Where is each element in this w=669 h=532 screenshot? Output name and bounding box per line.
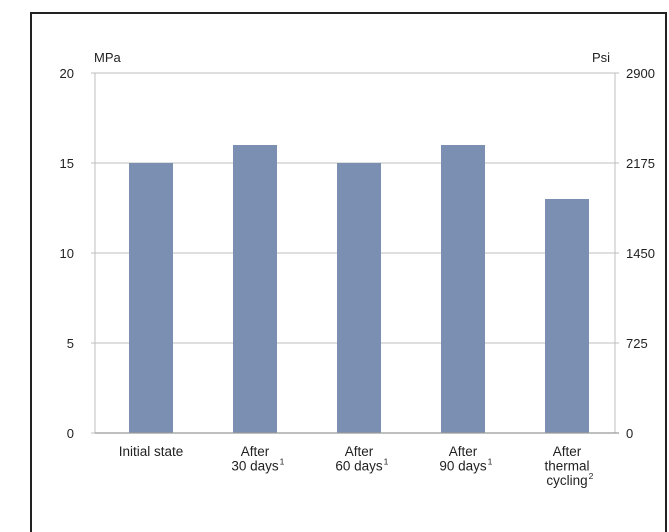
bar — [233, 145, 277, 433]
category-label: After — [345, 444, 374, 459]
left-tick-label: 10 — [60, 246, 74, 261]
right-tick-label: 2900 — [626, 66, 655, 81]
axes — [91, 72, 619, 434]
left-tick-label: 15 — [60, 156, 74, 171]
footnote-marker: 2 — [589, 471, 594, 481]
left-tick-label: 0 — [67, 426, 74, 441]
category-label: Initial state — [119, 444, 184, 459]
footnote-marker: 1 — [488, 457, 493, 467]
right-tick-label: 0 — [626, 426, 633, 441]
category-label: cycling — [546, 473, 587, 488]
left-tick-label: 20 — [60, 66, 74, 81]
footnote-marker: 1 — [280, 457, 285, 467]
right-tick-label: 1450 — [626, 246, 655, 261]
right-tick-labels: 0 725 1450 2175 2900 — [626, 66, 655, 441]
left-axis-unit: MPa — [94, 50, 122, 65]
bar — [337, 163, 381, 433]
bars — [129, 145, 589, 433]
right-axis-unit: Psi — [592, 50, 610, 65]
category-label: 90 days — [439, 459, 487, 474]
category-label: After — [241, 444, 270, 459]
left-tick-labels: 0 5 10 15 20 — [60, 66, 74, 441]
category-label: 60 days — [335, 459, 383, 474]
category-label: After — [449, 444, 478, 459]
footnote-marker: 1 — [384, 457, 389, 467]
bar — [441, 145, 485, 433]
category-label: After — [553, 444, 582, 459]
right-tick-label: 2175 — [626, 156, 655, 171]
chart-frame — [30, 12, 667, 532]
right-tick-label: 725 — [626, 336, 648, 351]
bar — [545, 199, 589, 433]
category-label: 30 days — [231, 459, 279, 474]
bar-chart: MPa Psi 0 5 10 15 20 0 725 1450 2175 2900 Initia… — [60, 50, 655, 488]
left-tick-label: 5 — [67, 336, 74, 351]
bar — [129, 163, 173, 433]
category-label: thermal — [544, 459, 589, 474]
